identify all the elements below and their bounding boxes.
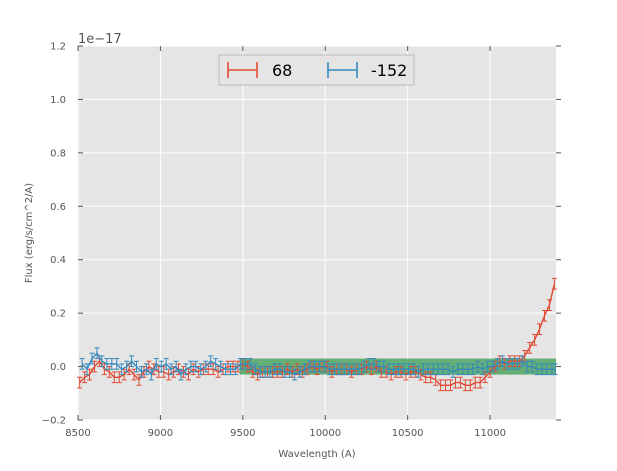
y-tick-label: 0.0 [50, 362, 66, 373]
y-tick-label: 0.8 [50, 148, 66, 159]
legend-label-68: 68 [272, 61, 292, 80]
y-tick-label: 1.0 [50, 95, 66, 106]
legend-entry-minus152: -152 [327, 61, 407, 80]
x-tick-label: 9500 [230, 428, 255, 439]
x-tick-label: 10500 [392, 428, 424, 439]
x-tick-label: 9000 [148, 428, 173, 439]
legend-entry-68: 68 [227, 61, 292, 80]
tick-layer: 8500 9000 9500 10000 10500 11000 −0.2 0.0 0.2 0.4… [42, 42, 561, 439]
legend-marker-minus152 [327, 62, 358, 78]
series-minus152 [79, 347, 558, 381]
y-tick-label: −0.2 [42, 416, 66, 427]
x-tick-label: 10000 [309, 428, 341, 439]
x-tick-label: 8500 [65, 428, 90, 439]
y-tick-label: 0.4 [50, 255, 66, 266]
series-layer [77, 277, 558, 392]
x-axis-label: Wavelength (A) [278, 449, 355, 460]
y-axis-label: Flux (erg/s/cm^2/A) [24, 183, 35, 283]
y-offset-text: 1e−17 [78, 32, 122, 47]
x-tick-label: 11000 [474, 428, 506, 439]
legend: 68 -152 [218, 54, 415, 86]
legend-label-minus152: -152 [371, 61, 407, 80]
plot-background [78, 46, 556, 420]
y-tick-label: 0.6 [50, 202, 66, 213]
legend-marker-68 [227, 62, 258, 78]
y-tick-label: 1.2 [50, 42, 66, 53]
y-tick-label: 0.2 [50, 309, 66, 320]
